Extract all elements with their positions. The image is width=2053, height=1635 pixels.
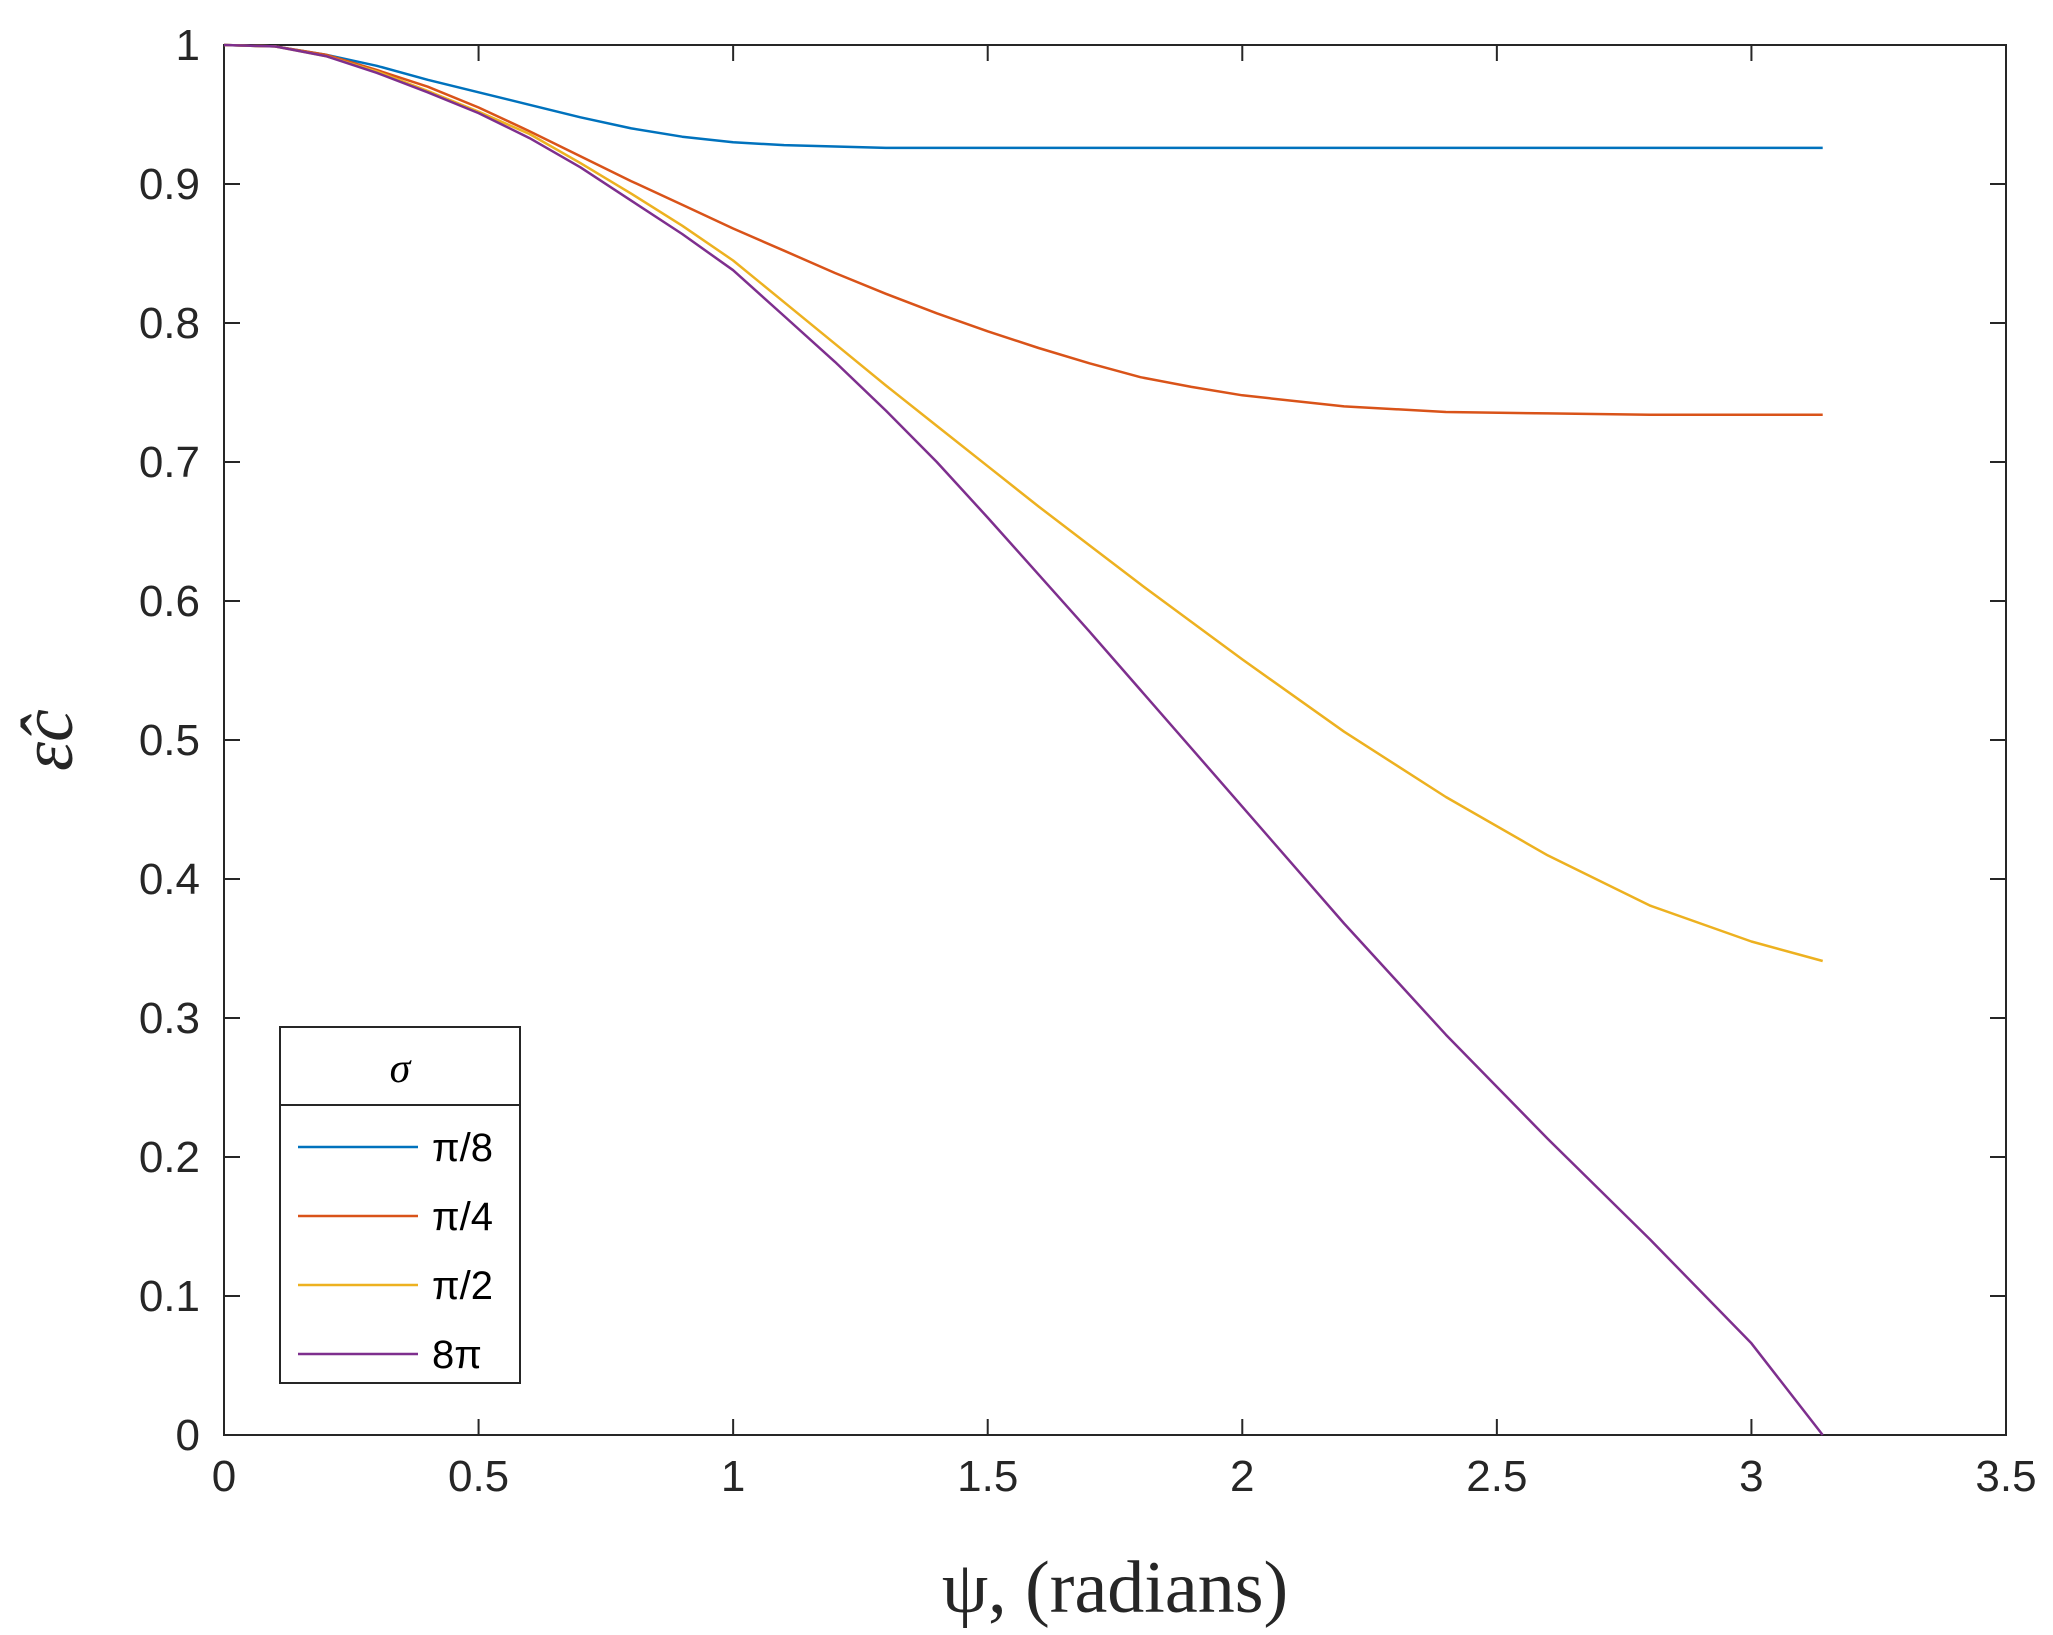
series-line-1 xyxy=(223,43,1823,150)
series-lines xyxy=(223,43,1824,1436)
y-tick-label: 0.3 xyxy=(139,994,200,1043)
legend-box xyxy=(279,1026,521,1384)
y-axis-label: ε̂c xyxy=(7,709,89,771)
y-tick-label: 0.6 xyxy=(139,577,200,626)
x-tick-label: 1.5 xyxy=(957,1452,1018,1501)
legend: σ π/8 π/4 π/2 8π xyxy=(279,1026,521,1384)
y-tick-label: 0.5 xyxy=(139,716,200,765)
y-tick-label: 0.1 xyxy=(139,1272,200,1321)
x-axis-label: ψ, (radians) xyxy=(942,1547,1288,1629)
legend-entry-label: π/4 xyxy=(432,1195,493,1239)
x-tick-label: 0 xyxy=(212,1452,236,1501)
legend-entry-label: 8π xyxy=(432,1333,482,1377)
axis-ticks xyxy=(223,44,2007,1436)
legend-title: σ xyxy=(390,1046,413,1092)
x-tick-labels: 0 0.5 1 1.5 2 2.5 3 3.5 xyxy=(212,1452,2037,1501)
x-tick-label: 3.5 xyxy=(1975,1452,2036,1501)
y-tick-label: 0.7 xyxy=(139,438,200,487)
y-tick-label: 0.4 xyxy=(139,855,200,904)
series-line-2 xyxy=(223,43,1823,416)
x-tick-label: 1 xyxy=(721,1452,745,1501)
x-tick-label: 0.5 xyxy=(448,1452,509,1501)
x-tick-label: 2 xyxy=(1230,1452,1254,1501)
x-tick-label: 2.5 xyxy=(1466,1452,1527,1501)
y-tick-label: 1 xyxy=(176,21,200,70)
legend-entry-label: π/2 xyxy=(432,1264,493,1308)
series-line-3 xyxy=(223,43,1824,963)
y-tick-label: 0.2 xyxy=(139,1133,200,1182)
y-tick-label: 0.8 xyxy=(139,299,200,348)
y-tick-labels: 0 0.1 0.2 0.3 0.4 0.5 0.6 0.7 0.8 0.9 1 xyxy=(139,21,200,1460)
y-tick-label: 0 xyxy=(176,1411,200,1460)
legend-entry-label: π/8 xyxy=(432,1126,493,1170)
legend-entries: π/8 π/4 π/2 8π xyxy=(298,1126,493,1377)
y-tick-label: 0.9 xyxy=(139,160,200,209)
x-tick-label: 3 xyxy=(1739,1452,1763,1501)
series-line-4 xyxy=(223,43,1824,1436)
